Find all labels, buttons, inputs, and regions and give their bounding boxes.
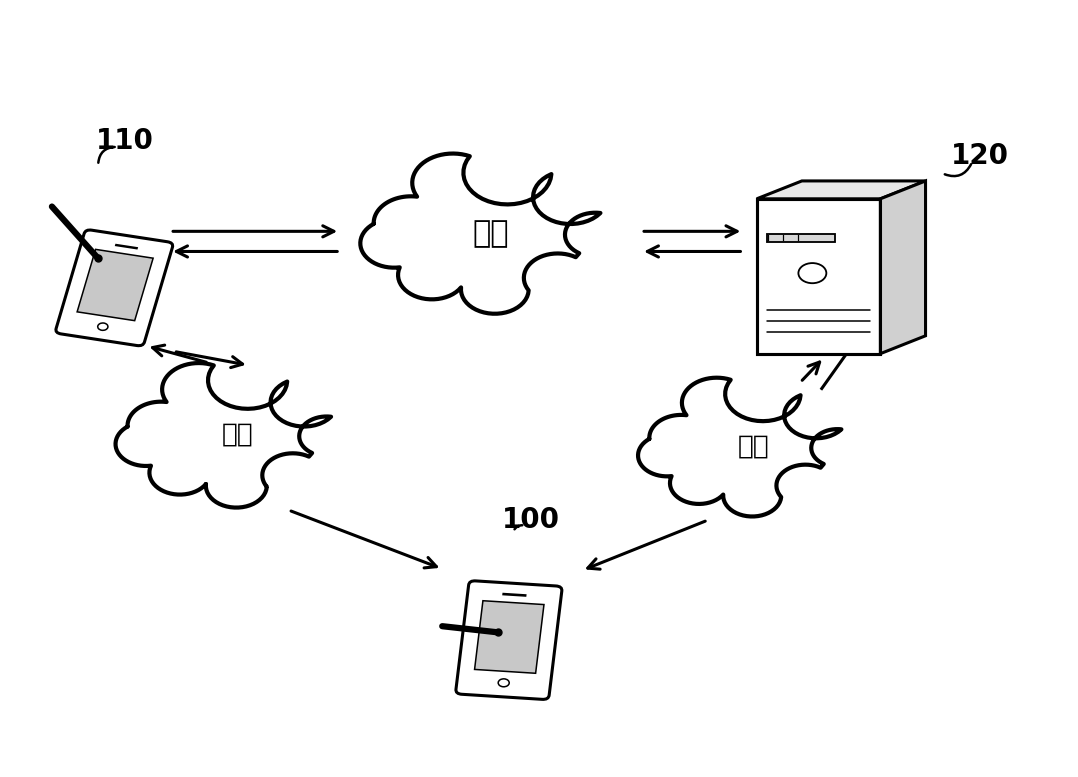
Circle shape xyxy=(98,323,108,330)
Text: 120: 120 xyxy=(951,142,1009,170)
Bar xyxy=(78,249,153,321)
Polygon shape xyxy=(757,199,881,354)
Polygon shape xyxy=(360,154,600,314)
Polygon shape xyxy=(638,378,842,517)
Polygon shape xyxy=(757,181,926,199)
Text: 网络: 网络 xyxy=(472,219,509,248)
Text: 网络: 网络 xyxy=(222,422,253,448)
Polygon shape xyxy=(115,363,331,507)
Bar xyxy=(474,601,544,674)
Text: 110: 110 xyxy=(96,127,154,155)
Text: 网络: 网络 xyxy=(738,434,770,459)
Bar xyxy=(766,234,834,242)
Polygon shape xyxy=(881,181,926,354)
Circle shape xyxy=(799,263,827,283)
Bar xyxy=(502,593,527,597)
FancyBboxPatch shape xyxy=(56,230,172,346)
FancyBboxPatch shape xyxy=(456,581,562,699)
Circle shape xyxy=(498,679,509,687)
Bar xyxy=(114,244,138,249)
Text: 100: 100 xyxy=(501,506,559,534)
